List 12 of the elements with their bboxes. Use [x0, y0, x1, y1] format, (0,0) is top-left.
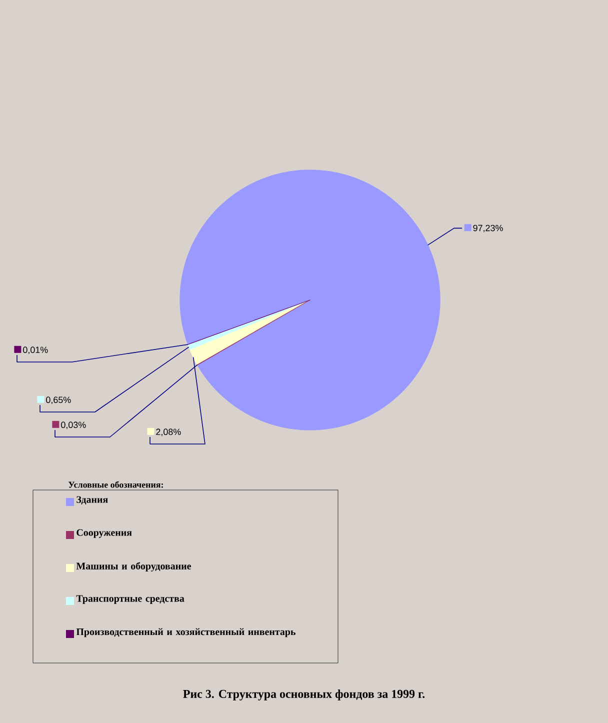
legend-label: Машины и оборудование [76, 562, 191, 572]
text: Рис 3. Структура основных фондов за 1999 г. [183, 690, 425, 700]
legend-label: Производственный и хозяйственный инвентарь [76, 628, 296, 638]
data-label: 0,01% [23, 346, 48, 354]
legend-label: Здания [76, 496, 108, 505]
data-label: 2,08% [156, 428, 181, 436]
data-label: 0,03% [61, 422, 86, 430]
legend-title: Условные обозначения: [68, 481, 163, 488]
data-label: 0,65% [46, 396, 71, 404]
data-label: 97,23% [473, 224, 503, 232]
legend-label: Транспортные средства [76, 595, 184, 604]
legend-label: Сооружения [76, 529, 132, 538]
